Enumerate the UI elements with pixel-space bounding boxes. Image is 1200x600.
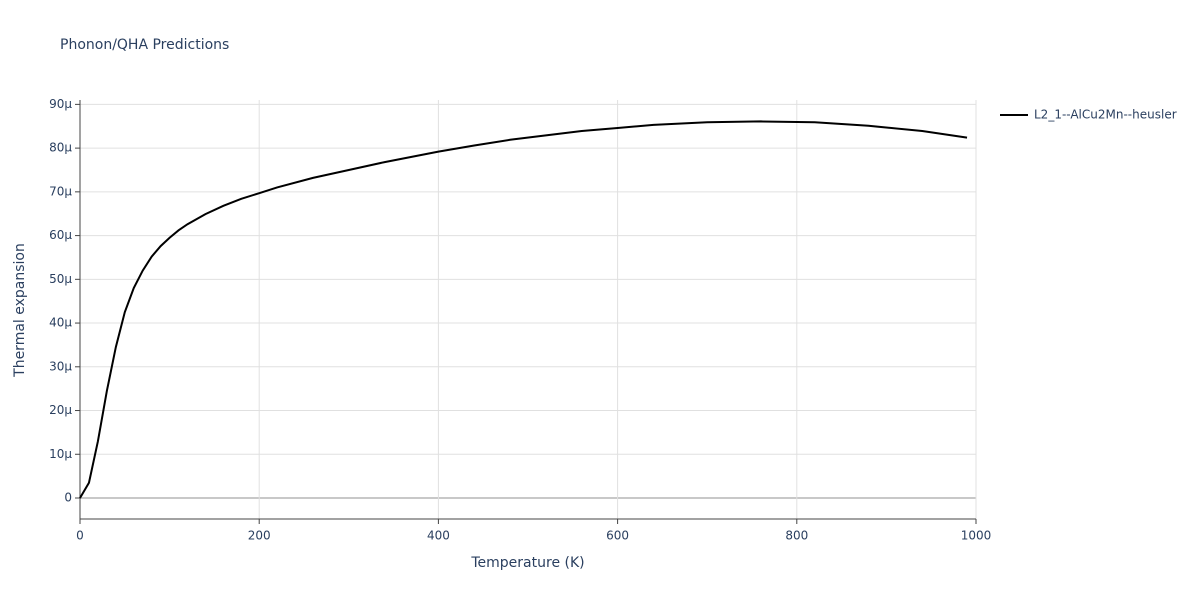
y-tick-label: 40μ [49,316,72,330]
y-tick-label: 70μ [49,184,72,198]
y-tick-label: 0 [64,491,72,505]
chart-title: Phonon/QHA Predictions [60,37,229,53]
x-tick-label: 200 [248,529,271,543]
x-tick-label: 800 [785,529,808,543]
y-tick-label: 80μ [49,141,72,155]
y-axis-title: Thermal expansion [12,243,28,378]
y-tick-label: 10μ [49,447,72,461]
y-tick-label: 60μ [49,228,72,242]
y-tick-label: 50μ [49,272,72,286]
y-tick-label: 30μ [49,359,72,373]
x-axis-title: Temperature (K) [470,555,584,571]
x-tick-label: 600 [606,529,629,543]
x-tick-label: 0 [76,529,84,543]
legend-label: L2_1--AlCu2Mn--heusler [1034,108,1177,122]
x-tick-label: 400 [427,529,450,543]
x-tick-label: 1000 [961,529,992,543]
y-tick-label: 90μ [49,97,72,111]
line-series [79,120,968,499]
y-tick-label: 20μ [49,403,72,417]
